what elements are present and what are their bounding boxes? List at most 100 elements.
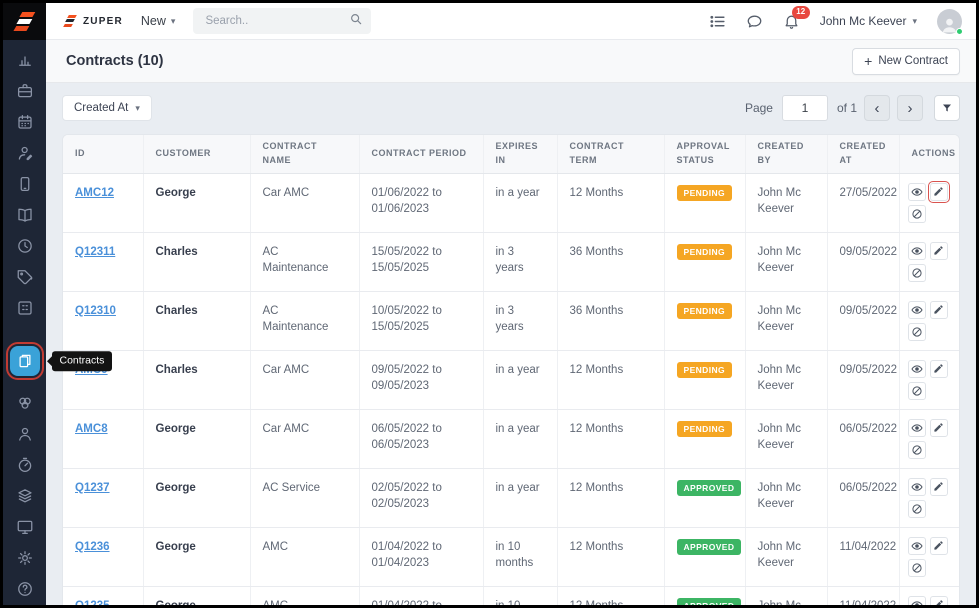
table-row: Q1236 George AMC 01/04/2022 to 01/04/2023 in… — [63, 527, 959, 587]
table-row: Q12311 Charles AC Maintenance 15/05/2022 to… — [63, 232, 959, 292]
notifications-bell-icon[interactable]: 12 — [783, 5, 810, 30]
sidebar-item-layers[interactable] — [16, 487, 34, 505]
calendar-icon — [16, 113, 34, 131]
created-by-cell: John Mc Keever — [745, 291, 828, 351]
brand-name: ZUPER — [83, 15, 123, 27]
contract-period-cell: 15/05/2022 to 15/05/2025 — [359, 232, 484, 292]
contracts-tooltip: Contracts — [51, 351, 113, 371]
sidebar-item-monitor[interactable] — [16, 518, 34, 536]
bar-chart-icon — [16, 51, 34, 69]
chat-icon[interactable] — [746, 13, 763, 30]
eye-icon — [910, 481, 923, 493]
zuper-brand-icon — [62, 14, 78, 29]
disable-button[interactable] — [907, 558, 926, 577]
contract-id-link[interactable]: AMC8 — [75, 422, 108, 435]
edit-button[interactable] — [929, 595, 948, 605]
disable-button[interactable] — [907, 322, 926, 341]
approval-status-cell: PENDING — [664, 350, 746, 410]
prev-page-button[interactable]: ‹ — [864, 95, 890, 121]
new-menu[interactable]: New ▾ — [141, 14, 176, 28]
page-header: Contracts (10) + New Contract — [46, 40, 976, 83]
sidebar-item-clock[interactable] — [16, 237, 34, 255]
disable-button[interactable] — [907, 204, 926, 223]
view-button[interactable] — [907, 536, 926, 555]
column-header: CONTRACT PERIOD — [359, 135, 484, 174]
contract-id-link[interactable]: AMC12 — [75, 186, 114, 199]
sidebar-item-briefcase[interactable] — [16, 82, 34, 100]
device-icon — [16, 175, 34, 193]
table-row: AMC12 George Car AMC 01/06/2022 to 01/06/20… — [63, 173, 959, 233]
disable-button[interactable] — [907, 263, 926, 282]
contract-id-link[interactable]: Q1236 — [75, 540, 110, 553]
contract-id-cell: Q1237 — [63, 468, 144, 528]
avatar[interactable] — [937, 8, 963, 35]
column-header: CUSTOMER — [143, 135, 251, 174]
page-input[interactable] — [781, 95, 828, 121]
sidebar-item-coins[interactable] — [16, 394, 34, 412]
sidebar-item-user[interactable] — [16, 425, 34, 443]
sidebar-item-help[interactable] — [16, 580, 34, 598]
sidebar-item-timer[interactable] — [16, 456, 34, 474]
sidebar-item-grid-box[interactable] — [16, 299, 34, 317]
contract-period-cell: 10/05/2022 to 15/05/2025 — [359, 291, 484, 351]
edit-button[interactable] — [929, 477, 948, 496]
eye-icon — [910, 304, 923, 316]
contract-id-cell: Q1235 — [63, 586, 144, 606]
view-button[interactable] — [907, 359, 926, 378]
sidebar-item-calendar[interactable] — [16, 113, 34, 131]
edit-button[interactable] — [927, 180, 950, 203]
created-at-filter[interactable]: Created At ▾ — [62, 95, 152, 121]
sidebar-item-tag[interactable] — [16, 268, 34, 286]
sidebar-item-book[interactable] — [16, 206, 34, 224]
edit-button[interactable] — [929, 300, 948, 319]
sidebar: Contracts — [3, 40, 113, 605]
contract-id-link[interactable]: Q12310 — [75, 304, 116, 317]
contract-name-cell: Car AMC — [250, 350, 360, 410]
disable-button[interactable] — [907, 440, 926, 459]
sidebar-item-device[interactable] — [16, 175, 34, 193]
status-badge: PENDING — [676, 361, 733, 378]
edit-button[interactable] — [929, 536, 948, 555]
eye-icon — [910, 540, 923, 552]
view-button[interactable] — [907, 300, 926, 319]
edit-button[interactable] — [929, 241, 948, 260]
contract-term-cell: 12 Months — [557, 468, 665, 528]
view-button[interactable] — [907, 241, 926, 260]
customer-icon — [16, 144, 34, 162]
sidebar-item-gear[interactable] — [16, 549, 34, 567]
disable-button[interactable] — [907, 381, 926, 400]
new-contract-button[interactable]: + New Contract — [852, 47, 960, 75]
contract-id-link[interactable]: Q1235 — [75, 600, 110, 606]
edit-button[interactable] — [929, 418, 948, 437]
search-input[interactable] — [203, 14, 350, 28]
sidebar-item-contracts[interactable]: Contracts — [5, 342, 113, 380]
contract-period-cell: 01/04/2022 to 01/04/2023 — [359, 586, 484, 605]
brand[interactable]: ZUPER — [62, 14, 123, 29]
table-row: Q1237 George AC Service 02/05/2022 to 02/05… — [63, 468, 959, 528]
view-button[interactable] — [907, 182, 926, 201]
eye-icon — [910, 422, 923, 434]
disable-button[interactable] — [907, 499, 926, 518]
created-by-cell: John Mc Keever — [745, 173, 828, 233]
contract-id-link[interactable]: Q1237 — [75, 481, 110, 494]
zuper-logo-mark[interactable] — [3, 3, 46, 40]
clock-icon — [16, 237, 34, 255]
status-badge: APPROVED — [676, 597, 742, 605]
user-menu[interactable]: John Mc Keever ▾ — [820, 14, 917, 28]
view-button[interactable] — [907, 595, 926, 605]
view-button[interactable] — [907, 418, 926, 437]
contract-id-link[interactable]: Q12311 — [75, 245, 116, 258]
contract-id-cell: AMC12 — [63, 173, 144, 233]
filter-button[interactable] — [934, 95, 960, 121]
view-button[interactable] — [907, 477, 926, 496]
next-page-button[interactable]: › — [897, 95, 923, 121]
pencil-icon — [933, 245, 944, 256]
approval-status-cell: PENDING — [664, 409, 746, 469]
created-at-cell: 09/05/2022 — [827, 291, 900, 351]
sidebar-item-bar-chart[interactable] — [16, 51, 34, 69]
created-by-cell: John Mc Keever — [745, 527, 828, 587]
sidebar-item-customer[interactable] — [16, 144, 34, 162]
edit-button[interactable] — [929, 359, 948, 378]
task-list-icon[interactable] — [709, 13, 726, 30]
actions-cell — [899, 350, 959, 410]
